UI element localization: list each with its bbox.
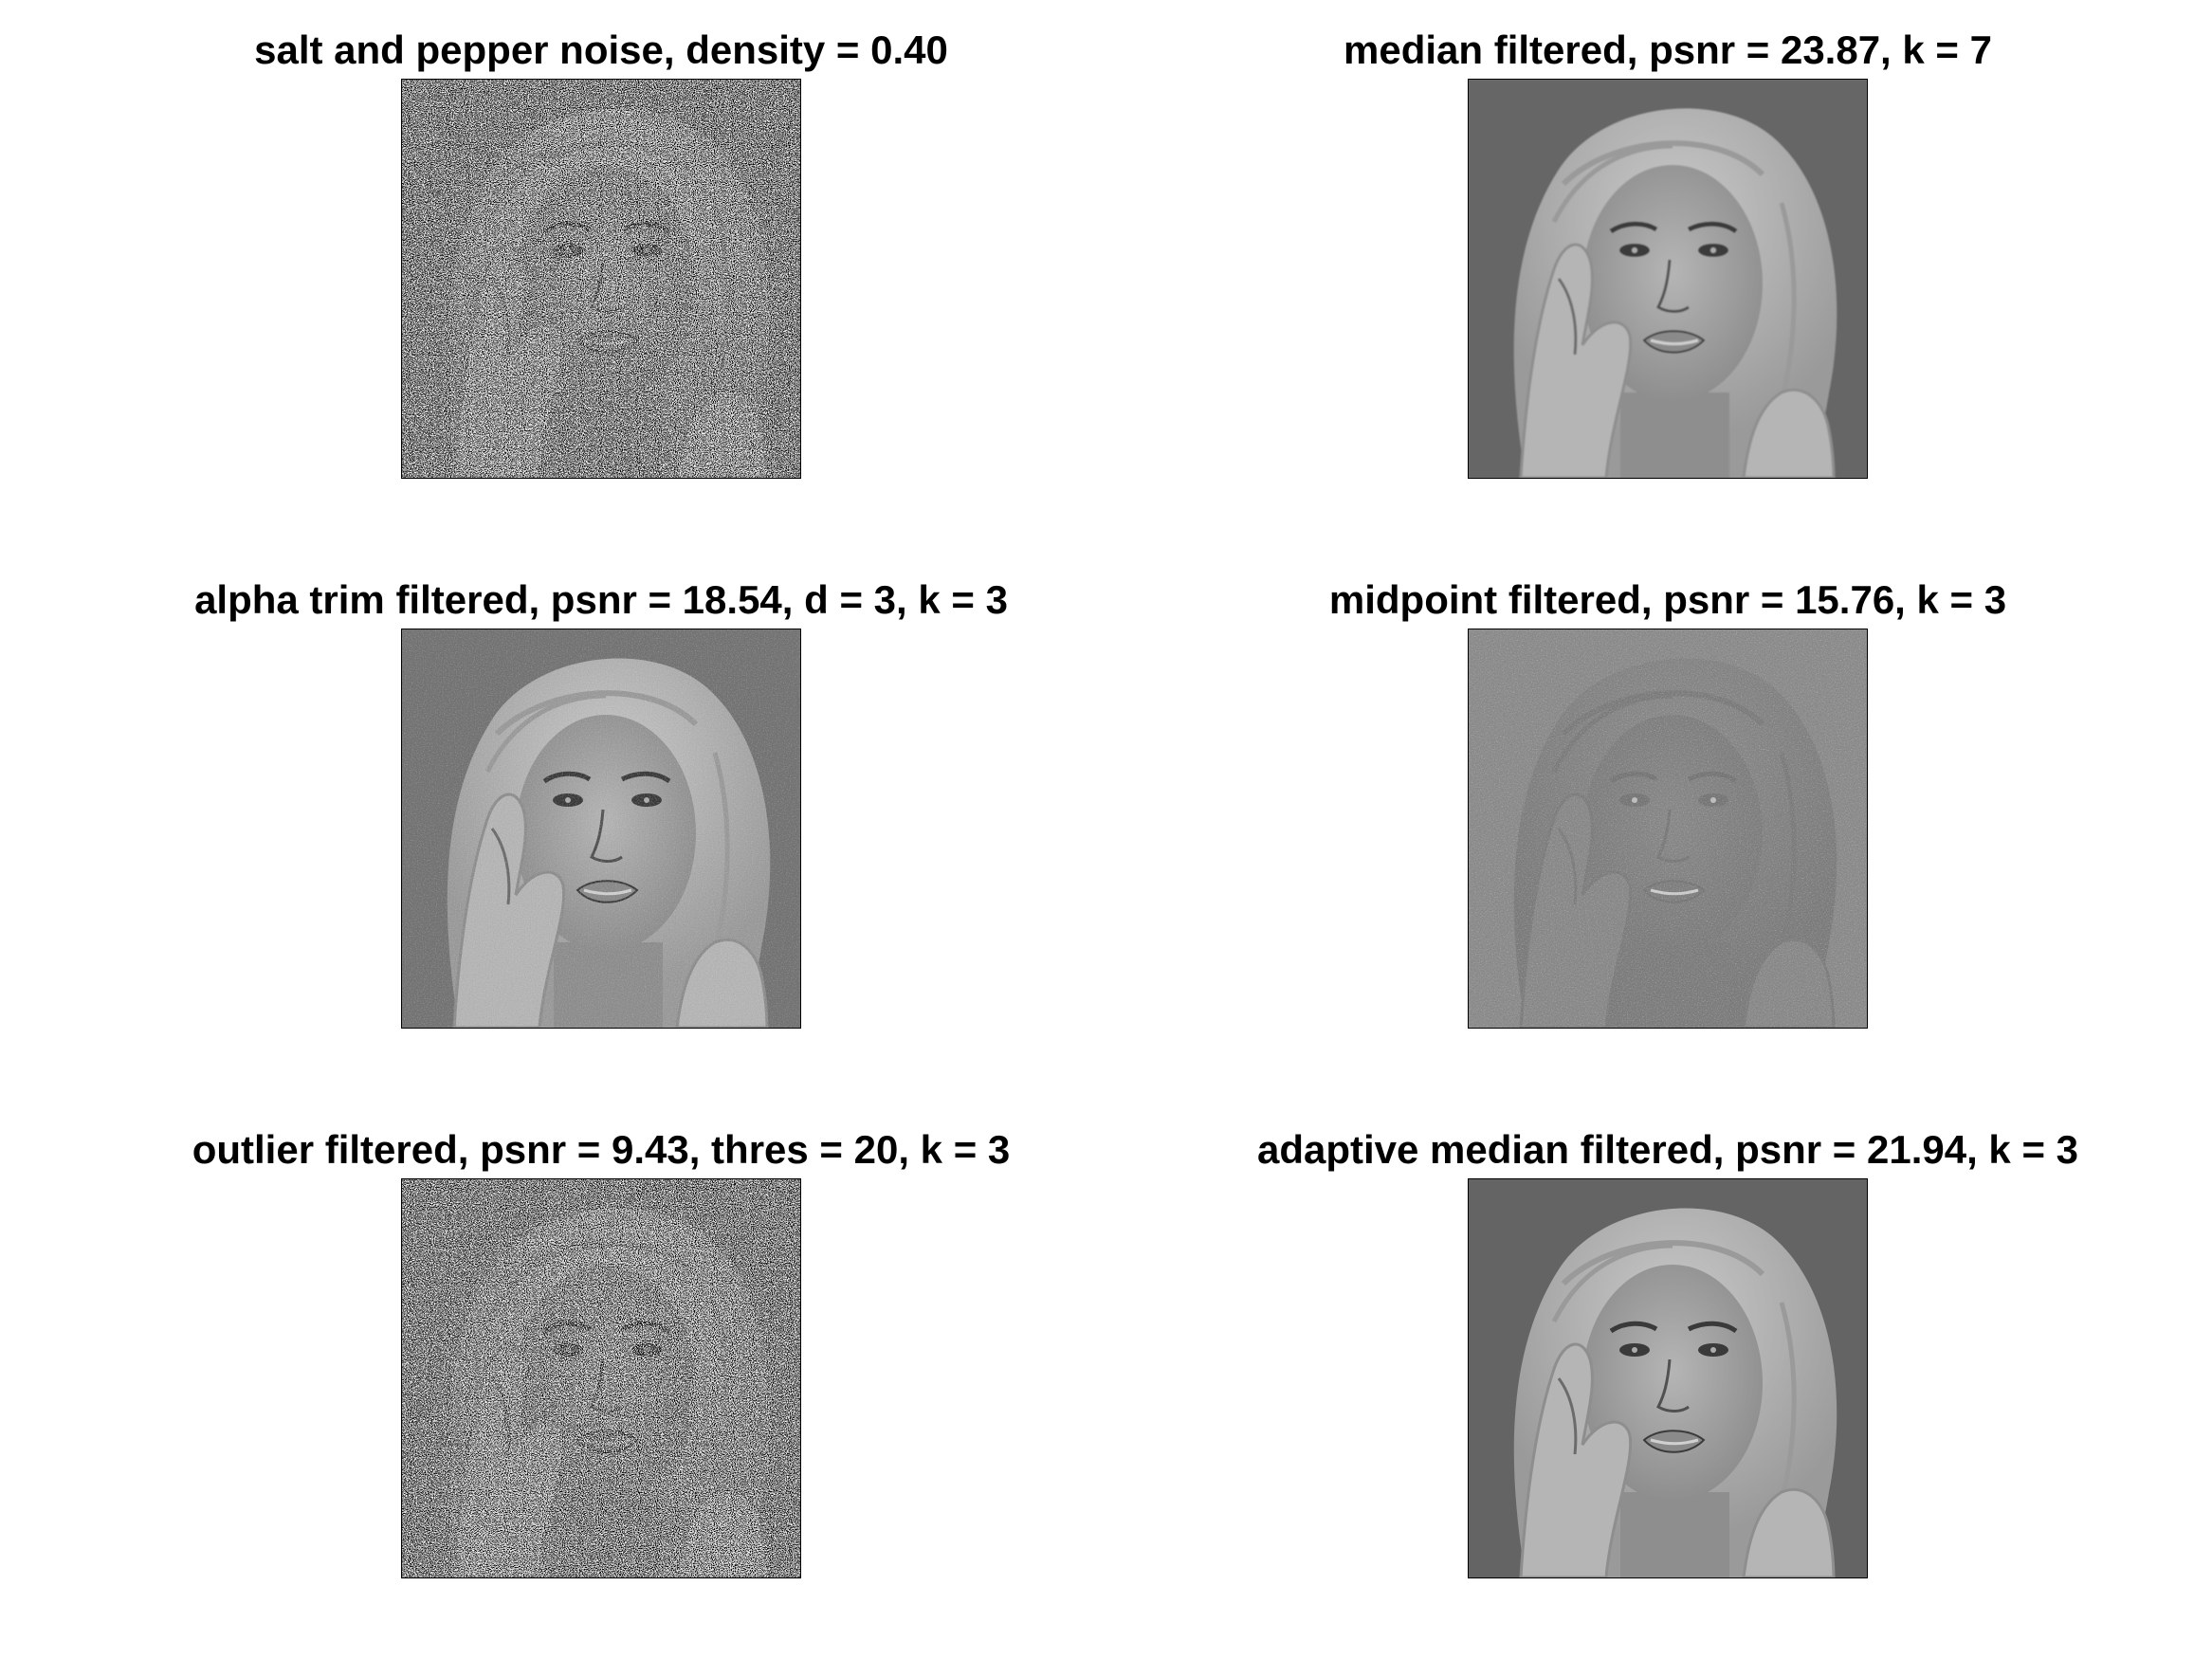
outlier-filtered-portrait-image [401,1178,801,1578]
panel-title-noisy: salt and pepper noise, density = 0.40 [254,27,948,72]
panel-title-median: median filtered, psnr = 23.87, k = 7 [1344,27,1992,72]
panel-title-adaptive-median: adaptive median filtered, psnr = 21.94, … [1256,1127,2079,1172]
panel-title-midpoint: midpoint filtered, psnr = 15.76, k = 3 [1328,577,2007,622]
midpoint-filtered-portrait-image [1468,629,1868,1029]
panel-title-outlier: outlier filtered, psnr = 9.43, thres = 2… [192,1127,1011,1172]
panel-title-alpha-trim: alpha trim filtered, psnr = 18.54, d = 3… [194,577,1008,622]
noisy-portrait-image [401,79,801,479]
alpha-trim-filtered-portrait-image [401,629,801,1029]
median-filtered-portrait-image [1468,79,1868,479]
adaptive-median-filtered-portrait-image [1468,1178,1868,1578]
